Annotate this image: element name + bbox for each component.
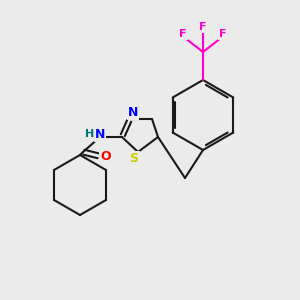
Text: F: F	[179, 29, 187, 39]
Text: F: F	[199, 22, 207, 32]
Text: N: N	[128, 106, 138, 118]
Text: S: S	[130, 152, 139, 166]
Text: H: H	[85, 129, 94, 139]
Text: O: O	[101, 149, 111, 163]
Text: F: F	[219, 29, 227, 39]
Text: N: N	[95, 128, 105, 140]
